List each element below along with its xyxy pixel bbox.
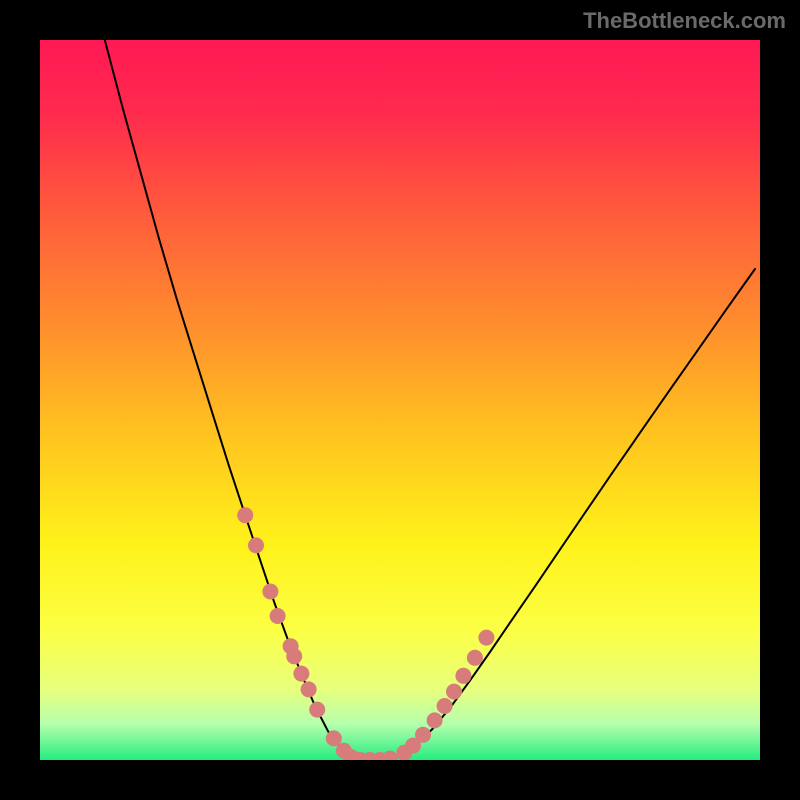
data-dot xyxy=(415,727,431,743)
data-dot xyxy=(455,668,471,684)
data-dot xyxy=(293,666,309,682)
data-dot xyxy=(309,702,325,718)
data-dot xyxy=(427,712,443,728)
data-dot xyxy=(270,608,286,624)
data-dot xyxy=(478,630,494,646)
data-dot xyxy=(467,650,483,666)
data-dot xyxy=(301,681,317,697)
chart-canvas xyxy=(40,40,760,760)
data-dot xyxy=(446,684,462,700)
data-dot xyxy=(237,507,253,523)
plot-background xyxy=(40,40,760,760)
data-dot xyxy=(262,584,278,600)
data-dot xyxy=(248,537,264,553)
data-dot xyxy=(437,698,453,714)
data-dot xyxy=(286,648,302,664)
watermark-text: TheBottleneck.com xyxy=(583,8,786,34)
